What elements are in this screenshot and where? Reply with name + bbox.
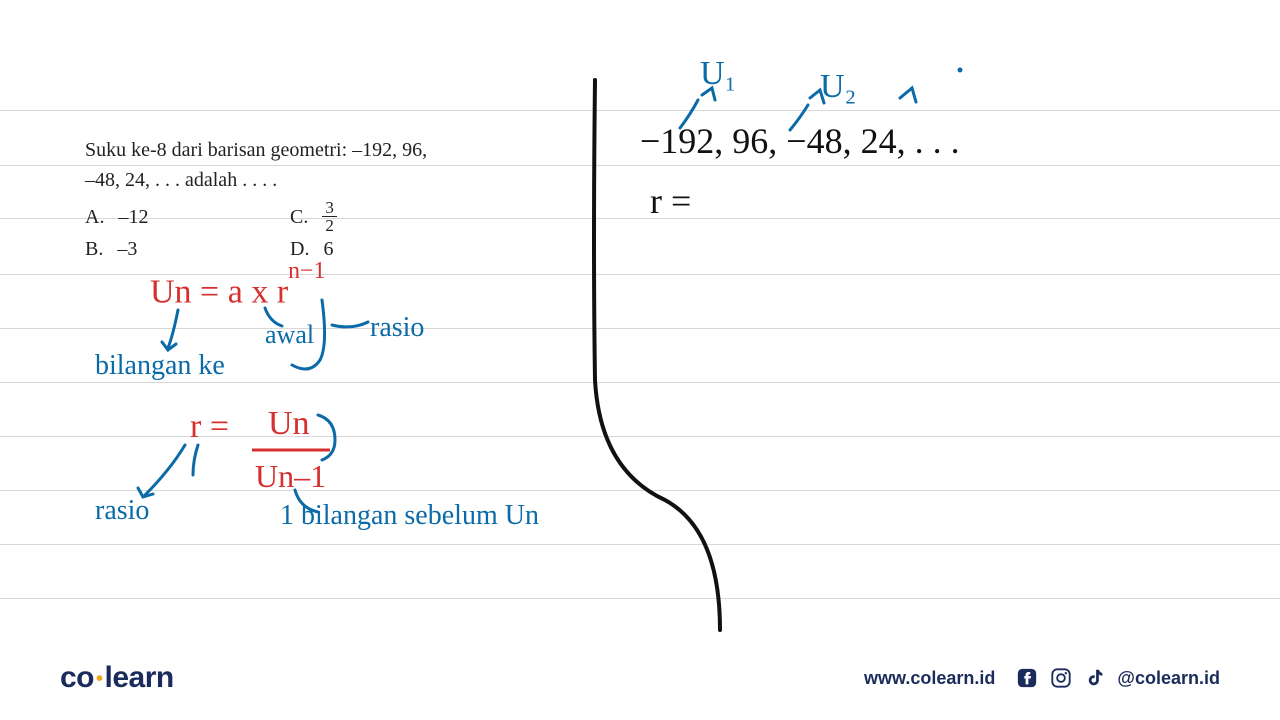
hw-u2: U₂	[820, 68, 856, 106]
hw-seq: −192, 96, −48, 24, . . .	[640, 120, 960, 162]
logo-dot: •	[94, 668, 105, 690]
option-c: C. 3 2	[290, 199, 495, 234]
tiktok-icon	[1083, 666, 1107, 690]
hw-r_right: r =	[650, 180, 691, 222]
hw-un_den: Un–1	[255, 458, 326, 495]
hw-un_num: Un	[268, 405, 310, 443]
hw-rasio_top: rasio	[370, 312, 424, 344]
hw-one_before: 1 bilangan sebelum Un	[280, 500, 539, 532]
footer-handle: @colearn.id	[1117, 668, 1220, 689]
social-icons: @colearn.id	[1015, 666, 1220, 690]
footer-right: www.colearn.id @colearn.id	[864, 666, 1220, 690]
question-options: A. –12 C. 3 2 B. –3 D. 6	[85, 199, 495, 264]
question-line2: –48, 24, . . . adalah . . . .	[85, 165, 495, 195]
brand-logo: co•learn	[60, 661, 174, 695]
hw-rasio_bot: rasio	[95, 495, 149, 527]
question-block: Suku ke-8 dari barisan geometri: –192, 9…	[85, 135, 495, 264]
option-b: B. –3	[85, 234, 290, 264]
instagram-icon	[1049, 666, 1073, 690]
hw-r_eq: r =	[190, 408, 229, 446]
fraction-3-2: 3 2	[322, 199, 337, 234]
facebook-icon	[1015, 666, 1039, 690]
hw-formula_un: Un = a x rn−1	[150, 270, 325, 311]
hw-u1: U₁	[700, 55, 736, 93]
hw-awal: awal	[265, 320, 314, 350]
footer-url: www.colearn.id	[864, 668, 995, 689]
hw-bilangan_ke: bilangan ke	[95, 350, 225, 382]
footer: co•learn www.colearn.id @colearn.id	[0, 658, 1280, 698]
question-line1: Suku ke-8 dari barisan geometri: –192, 9…	[85, 135, 495, 165]
option-a: A. –12	[85, 199, 290, 234]
